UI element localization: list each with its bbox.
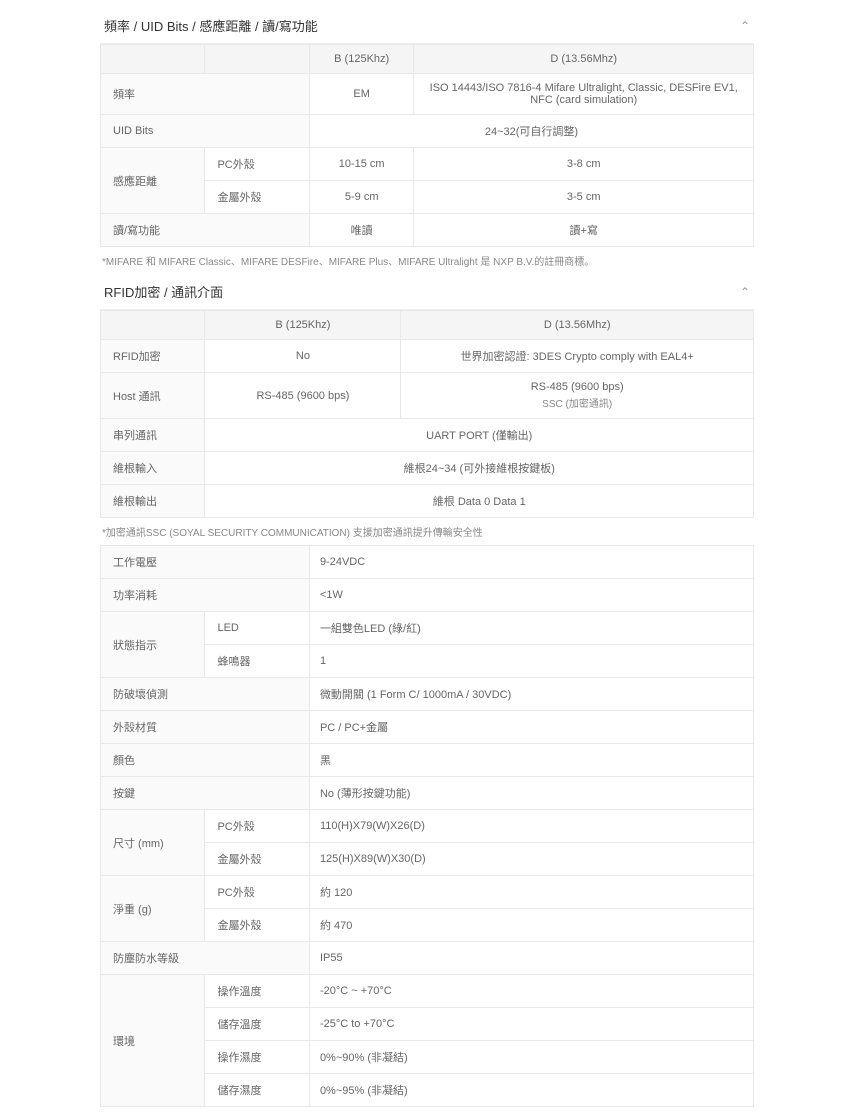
power-val: 9-24VDC [309,546,753,579]
st-hum-val: 0%~95% (非凝結) [309,1074,753,1107]
host-label: Host 通訊 [101,373,205,419]
keypad-label: 按鍵 [101,777,310,810]
section1-table: B (125Khz) D (13.56Mhz) 頻率 EM ISO 14443/… [100,44,754,247]
ip-label: 防塵防水等級 [101,942,310,975]
section2-title: RFID加密 / 通訊介面 [104,282,223,301]
tamper-label: 防破壞偵測 [101,678,310,711]
freq-b: EM [309,74,413,115]
weight-pc-val: 約 120 [309,876,753,909]
host-b: RS-485 (9600 bps) [205,373,401,419]
s2-col-b: B (125Khz) [205,311,401,340]
color-val: 黑 [309,744,753,777]
weight-pc: PC外殼 [205,876,309,909]
chevron-up-icon: ⌃ [740,19,750,33]
led-label: LED [205,612,309,645]
chevron-up-icon: ⌃ [740,285,750,299]
op-hum-val: 0%~90% (非凝結) [309,1041,753,1074]
weight-metal-val: 約 470 [309,909,753,942]
st-temp-val: -25°C to +70°C [309,1008,753,1041]
col-b: B (125Khz) [309,45,413,74]
rfid-d: 世界加密認證: 3DES Crypto comply with EAL4+ [401,340,754,373]
dist-pc-b: 10-15 cm [309,148,413,181]
dist-pc-d: 3-8 cm [414,148,754,181]
case-label: 外殼材質 [101,711,310,744]
section3-table: 工作電壓 9-24VDC 功率消耗 <1W 狀態指示 LED 一組雙色LED (… [100,545,754,1107]
section2-header[interactable]: RFID加密 / 通訊介面 ⌃ [100,274,754,310]
uid-label: UID Bits [101,115,310,148]
buzzer-label: 蜂鳴器 [205,645,309,678]
status-label: 狀態指示 [101,612,205,678]
st-temp-label: 儲存溫度 [205,1008,309,1041]
color-label: 顏色 [101,744,310,777]
dist-label: 感應距離 [101,148,205,214]
section1-note: *MIFARE 和 MIFARE Classic、MIFARE DESFire、… [100,247,754,274]
buzzer-val: 1 [309,645,753,678]
rfid-label: RFID加密 [101,340,205,373]
op-temp-val: -20°C ~ +70°C [309,975,753,1008]
freq-label: 頻率 [101,74,310,115]
dist-pc: PC外殼 [205,148,309,181]
op-temp-label: 操作溫度 [205,975,309,1008]
consump-val: <1W [309,579,753,612]
power-label: 工作電壓 [101,546,310,579]
op-hum-label: 操作濕度 [205,1041,309,1074]
section1-header[interactable]: 頻率 / UID Bits / 感應距離 / 讀/寫功能 ⌃ [100,8,754,44]
section1-title: 頻率 / UID Bits / 感應距離 / 讀/寫功能 [104,16,318,35]
tamper-val: 微動開關 (1 Form C/ 1000mA / 30VDC) [309,678,753,711]
s2-col-d: D (13.56Mhz) [401,311,754,340]
rfid-b: No [205,340,401,373]
dim-metal-val: 125(H)X89(W)X30(D) [309,843,753,876]
st-hum-label: 儲存濕度 [205,1074,309,1107]
dim-pc-val: 110(H)X79(W)X26(D) [309,810,753,843]
keypad-val: No (薄形按鍵功能) [309,777,753,810]
rw-label: 讀/寫功能 [101,214,310,247]
host-d: RS-485 (9600 bps)SSC (加密通訊) [401,373,754,419]
ip-val: IP55 [309,942,753,975]
led-val: 一組雙色LED (綠/紅) [309,612,753,645]
weight-label: 淨重 (g) [101,876,205,942]
case-val: PC / PC+金屬 [309,711,753,744]
uid-val: 24~32(可自行調整) [309,115,753,148]
serial-label: 串列通訊 [101,419,205,452]
section2-note: *加密通訊SSC (SOYAL SECURITY COMMUNICATION) … [100,518,754,545]
wgout-val: 維根 Data 0 Data 1 [205,485,754,518]
dist-metal-d: 3-5 cm [414,181,754,214]
dim-metal: 金屬外殼 [205,843,309,876]
dist-metal-b: 5-9 cm [309,181,413,214]
dist-metal: 金屬外殼 [205,181,309,214]
env-label: 環境 [101,975,205,1107]
wgin-label: 維根輸入 [101,452,205,485]
section2-table: B (125Khz) D (13.56Mhz) RFID加密 No 世界加密認證… [100,310,754,518]
wgout-label: 維根輸出 [101,485,205,518]
dim-label: 尺寸 (mm) [101,810,205,876]
wgin-val: 維根24~34 (可外接維根按鍵板) [205,452,754,485]
col-d: D (13.56Mhz) [414,45,754,74]
freq-d: ISO 14443/ISO 7816-4 Mifare Ultralight, … [414,74,754,115]
weight-metal: 金屬外殼 [205,909,309,942]
serial-val: UART PORT (僅輸出) [205,419,754,452]
rw-d: 讀+寫 [414,214,754,247]
dim-pc: PC外殼 [205,810,309,843]
rw-b: 唯讀 [309,214,413,247]
consump-label: 功率消耗 [101,579,310,612]
